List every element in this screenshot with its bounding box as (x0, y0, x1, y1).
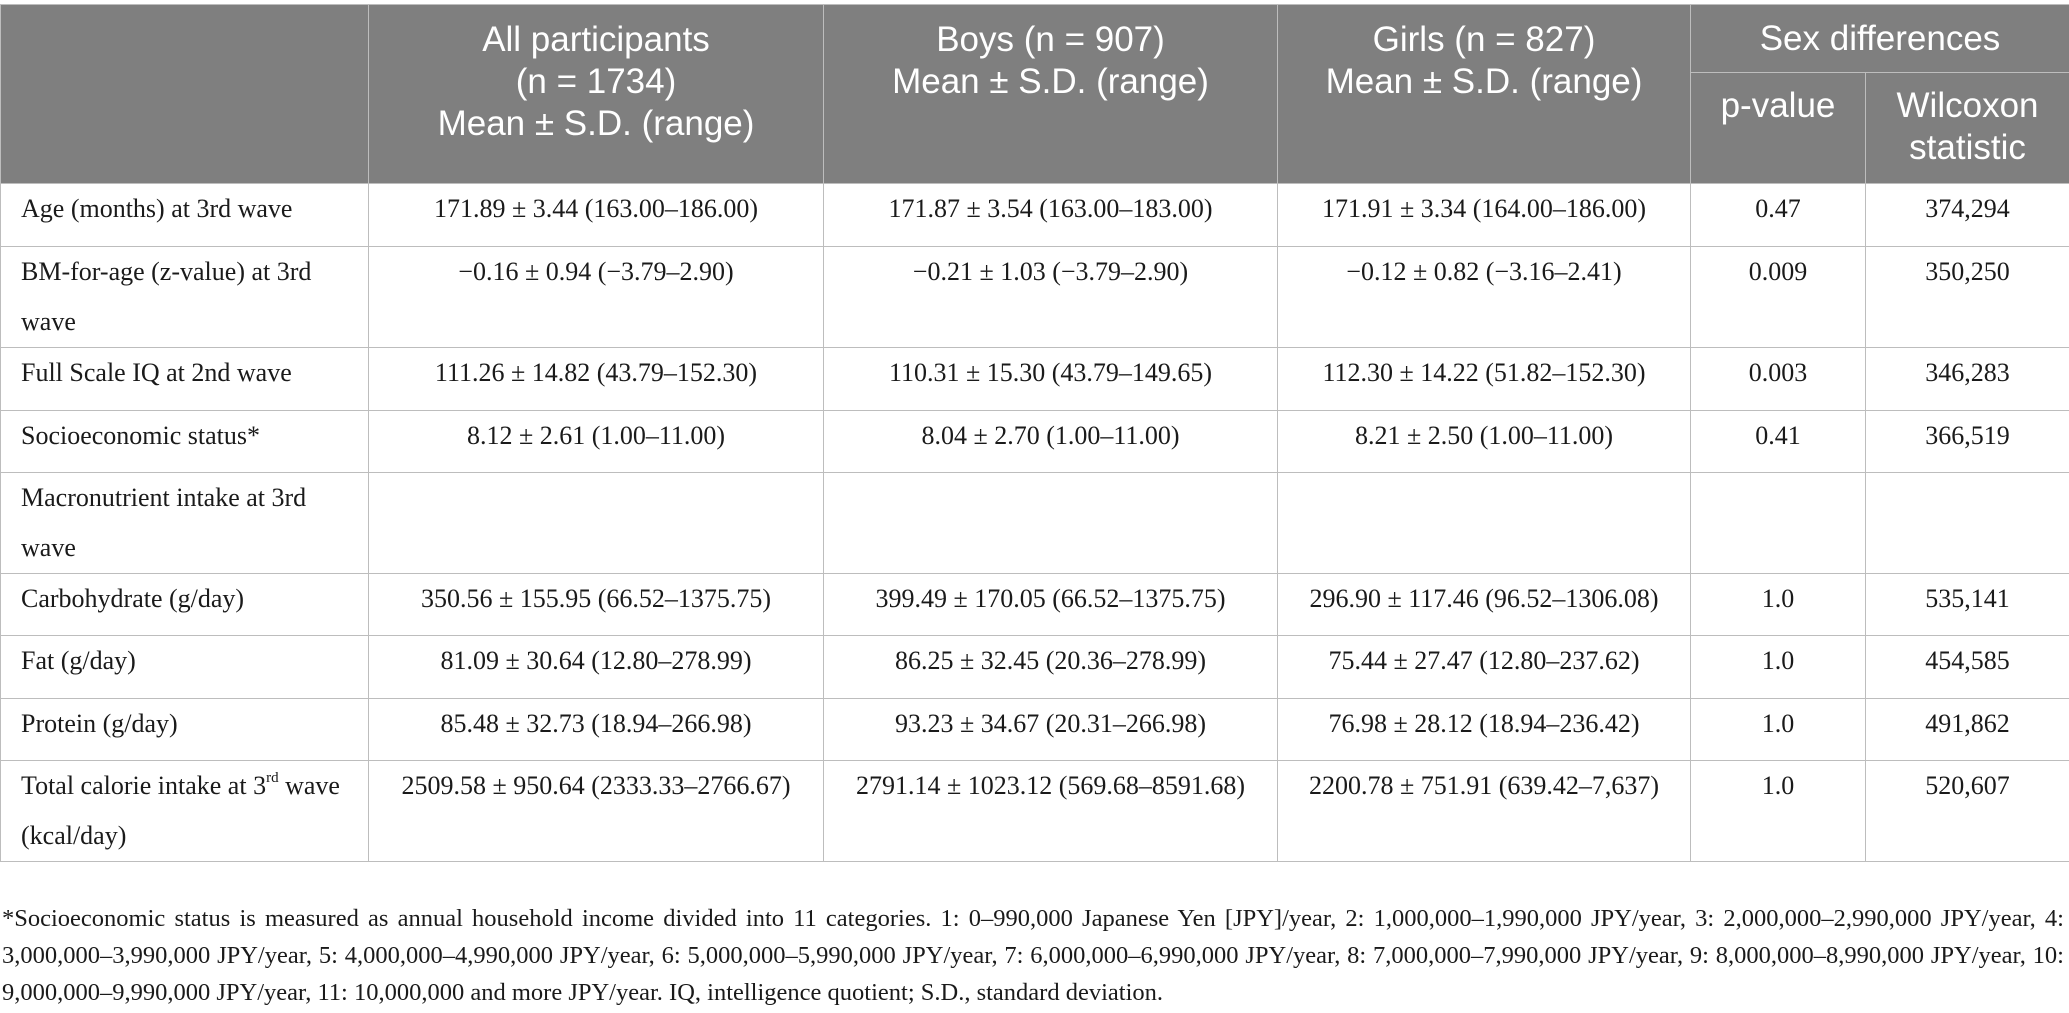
cell-all: 85.48 ± 32.73 (18.94–266.98) (368, 698, 824, 761)
cell-wilcoxon: 350,250 (1864, 246, 2069, 348)
cell-wilcoxon: 535,141 (1864, 573, 2069, 636)
row-label: Macronutrient intake at 3rd wave (0, 472, 369, 574)
cell-wilcoxon: 346,283 (1864, 347, 2069, 411)
cell-boys: 86.25 ± 32.45 (20.36–278.99) (823, 635, 1278, 699)
cell-all: 171.89 ± 3.44 (163.00–186.00) (368, 183, 824, 247)
cell-boys: 93.23 ± 34.67 (20.31–266.98) (823, 698, 1278, 761)
cell-girls: 2200.78 ± 751.91 (639.42–7,637) (1277, 760, 1691, 862)
table-row: Age (months) at 3rd wave 171.89 ± 3.44 (… (0, 183, 2069, 247)
cell-wilcoxon: 366,519 (1864, 410, 2069, 473)
cell-wilcoxon: 454,585 (1864, 635, 2069, 699)
row-label-part2: wave (kcal/day) (21, 771, 340, 850)
cell-all: 111.26 ± 14.82 (43.79–152.30) (368, 347, 824, 411)
cell-boys: −0.21 ± 1.03 (−3.79–2.90) (823, 246, 1278, 348)
cell-wilcoxon (1864, 472, 2069, 574)
row-label: Protein (g/day) (0, 698, 369, 761)
row-label: Carbohydrate (g/day) (0, 573, 369, 636)
table-row: Macronutrient intake at 3rd wave (0, 472, 2069, 574)
cell-girls: −0.12 ± 0.82 (−3.16–2.41) (1277, 246, 1691, 348)
cell-all: 350.56 ± 155.95 (66.52–1375.75) (368, 573, 824, 636)
cell-boys: 110.31 ± 15.30 (43.79–149.65) (823, 347, 1278, 411)
header-girls-line2: Mean ± S.D. (range) (1325, 62, 1643, 101)
table-row: Carbohydrate (g/day) 350.56 ± 155.95 (66… (0, 573, 2069, 636)
table-row: Full Scale IQ at 2nd wave 111.26 ± 14.82… (0, 347, 2069, 411)
cell-boys: 399.49 ± 170.05 (66.52–1375.75) (823, 573, 1278, 636)
row-label: BM-for-age (z-value) at 3rd wave (0, 246, 369, 348)
header-wilcoxon-line1: Wilcoxon (1896, 86, 2039, 125)
cell-girls: 75.44 ± 27.47 (12.80–237.62) (1277, 635, 1691, 699)
cell-pvalue: 0.47 (1690, 183, 1866, 247)
cell-girls: 76.98 ± 28.12 (18.94–236.42) (1277, 698, 1691, 761)
header-all-line2: (n = 1734) (515, 62, 677, 101)
header-wilcoxon: Wilcoxon statistic (1864, 72, 2069, 184)
cell-boys: 8.04 ± 2.70 (1.00–11.00) (823, 410, 1278, 473)
header-all-line3: Mean ± S.D. (range) (437, 104, 755, 143)
row-label: Fat (g/day) (0, 635, 369, 699)
cell-wilcoxon: 491,862 (1864, 698, 2069, 761)
table-footnote: *Socioeconomic status is measured as ann… (2, 905, 2064, 1006)
header-boys-line1: Boys (n = 907) (936, 20, 1165, 59)
header-all-line1: All participants (482, 20, 710, 59)
row-label-sup: rd (266, 770, 279, 787)
table-row: Total calorie intake at 3rd wave (kcal/d… (0, 760, 2069, 862)
cell-pvalue: 1.0 (1690, 698, 1866, 761)
header-pvalue-label: p-value (1720, 86, 1836, 125)
cell-all: −0.16 ± 0.94 (−3.79–2.90) (368, 246, 824, 348)
table-header: All participants (n = 1734) Mean ± S.D. … (0, 4, 2069, 184)
cell-boys (823, 472, 1278, 574)
table-row: Protein (g/day) 85.48 ± 32.73 (18.94–266… (0, 698, 2069, 761)
cell-pvalue: 1.0 (1690, 760, 1866, 862)
header-boys-line2: Mean ± S.D. (range) (892, 62, 1209, 101)
cell-all: 81.09 ± 30.64 (12.80–278.99) (368, 635, 824, 699)
cell-girls: 171.91 ± 3.34 (164.00–186.00) (1277, 183, 1691, 247)
cell-girls: 8.21 ± 2.50 (1.00–11.00) (1277, 410, 1691, 473)
header-girls: Girls (n = 827) Mean ± S.D. (range) (1277, 4, 1691, 184)
cell-boys: 171.87 ± 3.54 (163.00–183.00) (823, 183, 1278, 247)
cell-pvalue: 1.0 (1690, 635, 1866, 699)
cell-girls: 296.90 ± 117.46 (96.52–1306.08) (1277, 573, 1691, 636)
cell-pvalue: 1.0 (1690, 573, 1866, 636)
table-row: Socioeconomic status* 8.12 ± 2.61 (1.00–… (0, 410, 2069, 473)
cell-wilcoxon: 520,607 (1864, 760, 2069, 862)
cell-boys: 2791.14 ± 1023.12 (569.68–8591.68) (823, 760, 1278, 862)
cell-wilcoxon: 374,294 (1864, 183, 2069, 247)
header-boys: Boys (n = 907) Mean ± S.D. (range) (823, 4, 1278, 184)
row-label: Age (months) at 3rd wave (0, 183, 369, 247)
row-label: Full Scale IQ at 2nd wave (0, 347, 369, 411)
table-row: Fat (g/day) 81.09 ± 30.64 (12.80–278.99)… (0, 635, 2069, 699)
header-sex-differences: Sex differences (1689, 4, 2069, 73)
cell-all (368, 472, 824, 574)
cell-girls (1277, 472, 1691, 574)
row-label-part1: Total calorie intake at 3 (21, 771, 267, 800)
cell-all: 8.12 ± 2.61 (1.00–11.00) (368, 410, 824, 473)
header-blank-cell (0, 4, 369, 184)
cell-pvalue (1690, 472, 1866, 574)
cell-pvalue: 0.003 (1690, 347, 1866, 411)
cell-all: 2509.58 ± 950.64 (2333.33–2766.67) (368, 760, 824, 862)
cell-girls: 112.30 ± 14.22 (51.82–152.30) (1277, 347, 1691, 411)
cell-pvalue: 0.41 (1690, 410, 1866, 473)
header-all-participants: All participants (n = 1734) Mean ± S.D. … (368, 4, 824, 184)
table-body: Age (months) at 3rd wave 171.89 ± 3.44 (… (0, 183, 2069, 862)
header-pvalue: p-value (1690, 72, 1866, 184)
table-row: BM-for-age (z-value) at 3rd wave −0.16 ±… (0, 246, 2069, 348)
row-label: Total calorie intake at 3rd wave (kcal/d… (0, 760, 369, 862)
header-wilcoxon-line2: statistic (1909, 128, 2026, 167)
header-girls-line1: Girls (n = 827) (1372, 20, 1596, 59)
cell-pvalue: 0.009 (1690, 246, 1866, 348)
data-table: All participants (n = 1734) Mean ± S.D. … (0, 4, 2069, 862)
row-label: Socioeconomic status* (0, 410, 369, 473)
